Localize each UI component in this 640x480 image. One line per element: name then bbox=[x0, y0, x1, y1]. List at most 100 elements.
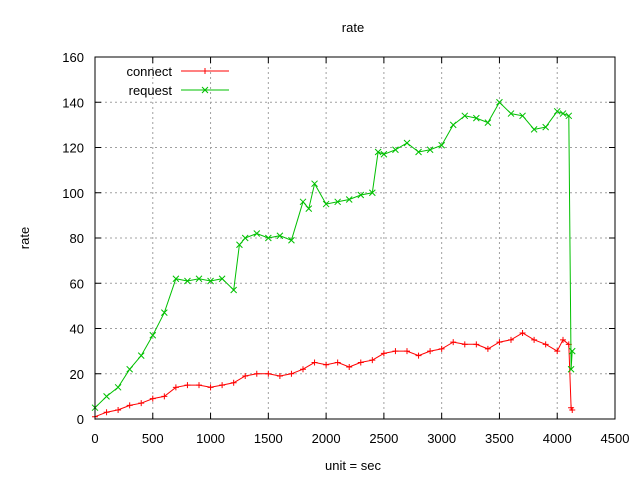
data-point-request bbox=[553, 107, 561, 115]
data-point-request bbox=[311, 180, 318, 188]
y-tick-label: 60 bbox=[70, 276, 84, 291]
data-point-request bbox=[461, 112, 469, 120]
series-connect bbox=[92, 330, 576, 420]
data-point-request bbox=[438, 141, 446, 149]
series-line-connect bbox=[94, 332, 573, 418]
data-point-request bbox=[241, 234, 249, 242]
data-point-connect bbox=[404, 348, 410, 355]
data-point-request bbox=[253, 230, 261, 237]
data-point-request bbox=[288, 236, 295, 244]
data-point-request bbox=[334, 198, 342, 206]
y-tick-label: 40 bbox=[70, 322, 84, 337]
data-point-request bbox=[567, 365, 575, 373]
data-point-connect bbox=[415, 352, 422, 359]
data-point-connect bbox=[392, 348, 399, 355]
x-tick-label: 500 bbox=[142, 431, 164, 446]
y-tick-label: 100 bbox=[62, 186, 84, 201]
data-point-connect bbox=[242, 373, 249, 380]
data-point-connect bbox=[346, 363, 353, 370]
data-point-request bbox=[236, 241, 243, 249]
data-point-request bbox=[218, 275, 226, 283]
data-point-request bbox=[114, 383, 122, 391]
plot-frame bbox=[94, 56, 616, 420]
data-point-request bbox=[484, 119, 492, 126]
x-axis-label: unit = sec bbox=[325, 458, 382, 473]
x-tick-label: 1000 bbox=[196, 431, 225, 446]
data-point-request bbox=[172, 275, 180, 283]
data-point-connect bbox=[172, 384, 179, 391]
data-point-request bbox=[519, 112, 526, 120]
legend-label-request: request bbox=[129, 83, 173, 98]
y-tick-label: 80 bbox=[70, 231, 84, 246]
data-point-request bbox=[380, 150, 388, 158]
data-point-request bbox=[368, 189, 376, 197]
data-point-connect bbox=[126, 402, 133, 409]
data-point-connect bbox=[103, 409, 110, 416]
legend-marker-connect bbox=[202, 68, 208, 74]
data-point-connect bbox=[484, 345, 491, 352]
x-tick-label: 0 bbox=[91, 431, 98, 446]
data-point-connect bbox=[300, 366, 306, 373]
axis-ticks: 0 500 1000 1500 2000 2500 3000 3500 4000 4500 0 20 4… bbox=[62, 50, 629, 446]
data-point-request bbox=[496, 98, 503, 106]
data-point-request bbox=[137, 352, 145, 360]
x-tick-label: 2000 bbox=[312, 431, 341, 446]
data-point-connect bbox=[265, 370, 272, 377]
legend-marker-request bbox=[201, 86, 209, 94]
series-request bbox=[91, 98, 576, 412]
data-point-request bbox=[565, 112, 573, 120]
data-point-request bbox=[449, 121, 457, 129]
chart-title: rate bbox=[342, 20, 364, 35]
data-point-request bbox=[184, 277, 191, 285]
data-point-connect bbox=[357, 359, 364, 366]
data-point-request bbox=[345, 196, 353, 203]
data-point-request bbox=[415, 148, 422, 156]
data-point-connect bbox=[461, 341, 468, 348]
data-point-request bbox=[472, 114, 480, 122]
data-point-request bbox=[357, 191, 365, 199]
y-tick-label: 140 bbox=[62, 95, 84, 110]
data-point-connect bbox=[531, 336, 538, 343]
y-tick-label: 120 bbox=[62, 141, 84, 156]
y-axis-label: rate bbox=[17, 227, 32, 249]
data-point-connect bbox=[569, 406, 576, 413]
data-point-request bbox=[403, 139, 411, 147]
data-point-connect bbox=[184, 382, 191, 389]
data-point-connect bbox=[207, 384, 214, 391]
data-point-request bbox=[530, 126, 538, 133]
data-point-request bbox=[507, 110, 515, 117]
x-tick-label: 4000 bbox=[543, 431, 572, 446]
data-point-connect bbox=[334, 359, 341, 366]
data-point-connect bbox=[542, 341, 549, 348]
data-point-connect bbox=[450, 339, 457, 346]
grid bbox=[95, 57, 615, 419]
data-point-connect bbox=[230, 379, 237, 386]
y-tick-label: 160 bbox=[62, 50, 84, 65]
data-point-request bbox=[299, 198, 307, 206]
data-point-connect bbox=[473, 341, 480, 348]
data-point-connect bbox=[554, 348, 561, 355]
data-point-connect bbox=[276, 373, 283, 380]
data-point-request bbox=[103, 393, 110, 400]
data-point-request bbox=[374, 148, 382, 156]
data-point-connect bbox=[149, 395, 156, 402]
data-point-request bbox=[195, 275, 203, 283]
data-point-connect bbox=[369, 357, 376, 364]
data-point-connect bbox=[519, 330, 526, 337]
series-line-request bbox=[94, 101, 573, 409]
data-point-connect bbox=[380, 350, 387, 357]
legend-label-connect: connect bbox=[126, 64, 172, 79]
data-point-connect bbox=[508, 336, 514, 343]
data-point-request bbox=[276, 232, 284, 240]
x-tick-label: 1500 bbox=[254, 431, 283, 446]
x-tick-label: 2500 bbox=[369, 431, 398, 446]
data-point-connect bbox=[288, 370, 295, 377]
x-tick-label: 4500 bbox=[601, 431, 630, 446]
data-point-connect bbox=[115, 406, 122, 413]
data-point-request bbox=[568, 347, 576, 355]
data-point-request bbox=[322, 200, 330, 208]
data-point-request bbox=[160, 309, 168, 317]
data-point-request bbox=[207, 277, 214, 285]
data-point-request bbox=[392, 146, 399, 154]
